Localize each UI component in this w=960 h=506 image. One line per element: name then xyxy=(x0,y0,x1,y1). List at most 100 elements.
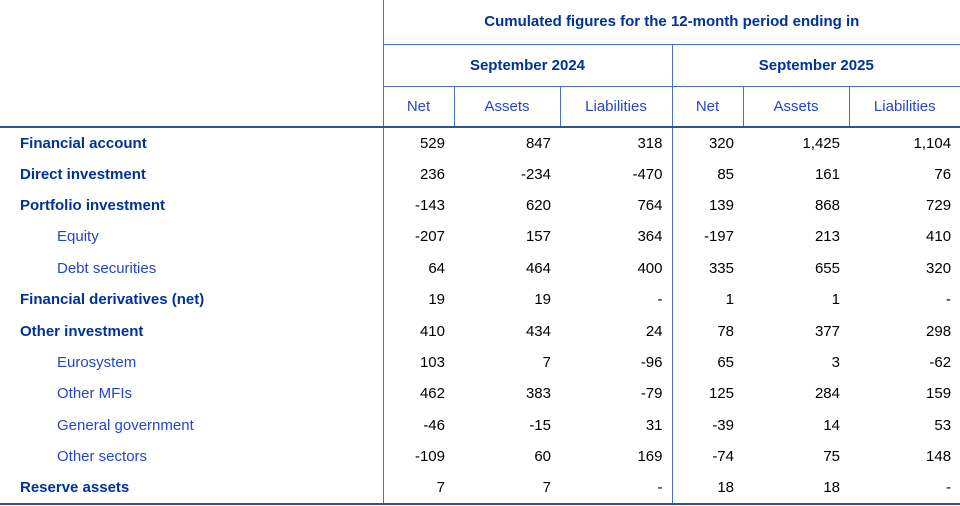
value-cell: 298 xyxy=(926,322,952,340)
value-cell: 125 xyxy=(671,378,743,410)
value-cell: - xyxy=(657,291,663,309)
value-cell: 19 xyxy=(534,291,551,309)
row-label: Other MFIs xyxy=(57,385,133,403)
value-cell: -96 xyxy=(640,353,663,371)
measure-row: Net Assets Liabilities Net Assets Liabil… xyxy=(0,86,960,128)
column-header-assets-2024: Assets xyxy=(453,86,560,128)
value-cell: 18 xyxy=(671,472,743,505)
value-cell: 1 xyxy=(671,283,743,316)
value-cell: 377 xyxy=(814,322,840,340)
value-cell: 161 xyxy=(814,165,840,183)
value-cell: 139 xyxy=(671,189,743,222)
column-header-liabilities-2025: Liabilities xyxy=(848,86,960,128)
value-cell: -15 xyxy=(529,416,551,434)
value-cell: 462 xyxy=(382,378,454,410)
corner-cell xyxy=(0,0,383,128)
value-cell: 847 xyxy=(525,134,551,152)
value-cell: -62 xyxy=(929,353,952,371)
value-cell: 868 xyxy=(814,196,840,214)
value-cell: 318 xyxy=(637,134,663,152)
table-row: General government -46 -15 31 -39 14 53 xyxy=(0,409,960,441)
table-row: Eurosystem 103 7 -96 65 3 -62 xyxy=(0,346,960,379)
value-cell: 103 xyxy=(382,346,454,379)
value-cell: 24 xyxy=(645,322,663,340)
table-row: Other sectors -109 60 169 -74 75 148 xyxy=(0,440,960,473)
table-row: Other MFIs 462 383 -79 125 284 159 xyxy=(0,378,960,410)
column-header-net-2025: Net xyxy=(671,86,743,128)
row-label: Other investment xyxy=(20,322,144,340)
table-row: Reserve assets 7 7-18 18- xyxy=(0,472,960,505)
value-cell: - xyxy=(849,472,960,505)
value-cell: 65 xyxy=(671,346,743,379)
row-label: Equity xyxy=(57,228,99,246)
row-label: General government xyxy=(57,416,194,434)
value-cell: 159 xyxy=(926,385,952,403)
value-cell: 14 xyxy=(823,416,840,434)
value-cell: 320 xyxy=(926,259,952,277)
row-label: Reserve assets xyxy=(0,472,383,505)
row-label: Direct investment xyxy=(20,165,146,183)
value-cell: 3 xyxy=(831,353,840,371)
value-cell: - xyxy=(946,291,952,309)
row-label: Financial derivatives (net) xyxy=(20,291,205,309)
value-cell: 76 xyxy=(934,165,952,183)
value-cell: 18 xyxy=(743,472,849,505)
value-cell: 148 xyxy=(926,448,952,466)
value-cell: 64 xyxy=(382,252,454,284)
value-cell: 620 xyxy=(525,196,551,214)
value-cell: 1 xyxy=(831,291,840,309)
value-cell: 364 xyxy=(637,228,663,246)
table-row: Equity -207 157 364 -197 213 410 xyxy=(0,221,960,253)
value-cell: 400 xyxy=(637,259,663,277)
table-row: Financial account 529 847 318 320 1,425 1,104 xyxy=(0,127,960,159)
value-cell: -470 xyxy=(632,165,663,183)
value-cell: -109 xyxy=(382,440,454,473)
value-cell: 729 xyxy=(926,196,952,214)
value-cell: 284 xyxy=(814,385,840,403)
value-cell: -74 xyxy=(671,440,743,473)
row-label: Other sectors xyxy=(57,448,148,466)
table-row: Portfolio investment -143 620 764 139 868 729 xyxy=(0,189,960,222)
value-cell: 410 xyxy=(926,228,952,246)
table-body: Financial account 529 847 318 320 1,425 1,104 D… xyxy=(0,127,960,505)
value-cell: 78 xyxy=(671,315,743,347)
value-cell: 31 xyxy=(645,416,663,434)
value-cell: -197 xyxy=(671,221,743,253)
value-cell: -46 xyxy=(382,409,454,441)
period-row: September 2024 September 2025 xyxy=(0,44,960,87)
value-cell: 7 xyxy=(382,472,454,505)
value-cell: 529 xyxy=(382,127,454,159)
value-cell: 7 xyxy=(542,353,551,371)
value-cell: 75 xyxy=(823,448,840,466)
value-cell: 157 xyxy=(525,228,551,246)
value-cell: 213 xyxy=(814,228,840,246)
value-cell: 655 xyxy=(814,259,840,277)
table-row: Debt securities 64 464 400 335 655 320 xyxy=(0,252,960,284)
value-cell: 7 xyxy=(454,472,560,505)
value-cell: 1,425 xyxy=(802,134,840,152)
value-cell: 60 xyxy=(534,448,551,466)
column-header-net-2024: Net xyxy=(382,86,454,128)
period-header-2025: September 2025 xyxy=(671,44,960,87)
table-title: Cumulated figures for the 12-month perio… xyxy=(382,0,960,45)
value-cell: 53 xyxy=(934,416,952,434)
value-cell: 19 xyxy=(382,283,454,316)
period-header-2024: September 2024 xyxy=(382,44,672,87)
value-cell: 236 xyxy=(382,158,454,190)
value-cell: 410 xyxy=(382,315,454,347)
row-label: Financial account xyxy=(20,134,147,152)
value-cell: 434 xyxy=(525,322,551,340)
value-cell: 85 xyxy=(671,158,743,190)
row-label: Portfolio investment xyxy=(20,196,166,214)
table-row: Direct investment 236 -234 -470 85 161 76 xyxy=(0,158,960,190)
value-cell: 764 xyxy=(637,196,663,214)
value-cell: 383 xyxy=(525,385,551,403)
value-cell: -234 xyxy=(520,165,551,183)
value-cell: -207 xyxy=(382,221,454,253)
value-cell: 320 xyxy=(671,127,743,159)
table-row: Other investment 410 434 24 78 377 298 xyxy=(0,315,960,347)
value-cell: 169 xyxy=(637,448,663,466)
value-cell: 1,104 xyxy=(913,134,952,152)
column-header-liabilities-2024: Liabilities xyxy=(559,86,672,128)
